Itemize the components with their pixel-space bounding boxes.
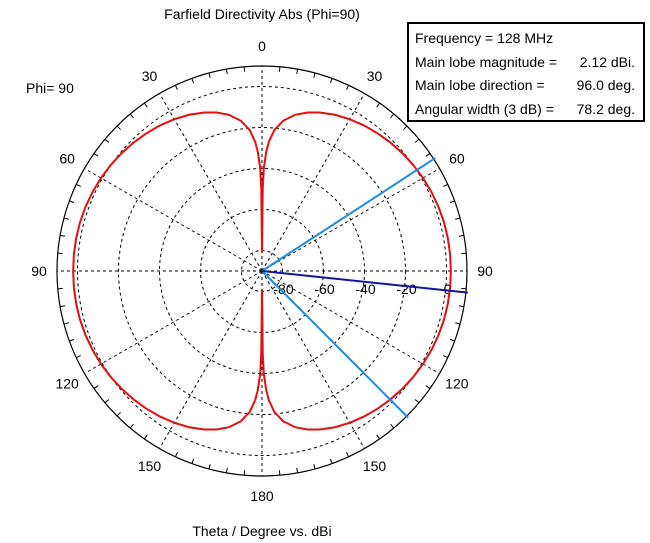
- outer-tick: [93, 385, 99, 389]
- outer-tick: [93, 153, 99, 157]
- grid-spoke: [261, 168, 440, 272]
- info-row: Angular width (3 dB) = 78.2 deg.: [415, 98, 637, 122]
- angle-tick-label: 120: [445, 376, 469, 392]
- outer-tick: [346, 452, 350, 458]
- outer-tick: [346, 84, 350, 90]
- outer-tick: [75, 183, 81, 187]
- outer-tick: [63, 217, 69, 220]
- chart-title: Farfield Directivity Abs (Phi=90): [164, 6, 360, 22]
- angle-tick-label: 150: [363, 458, 387, 474]
- outer-tick: [376, 102, 380, 108]
- angle-tick-label: 180: [250, 488, 274, 504]
- outer-tick: [455, 322, 461, 325]
- info-label: Main lobe direction =: [415, 77, 545, 93]
- outer-tick: [69, 200, 75, 204]
- outer-tick: [313, 72, 316, 78]
- main-lobe-line: [261, 270, 468, 294]
- outer-tick: [63, 322, 69, 325]
- outer-tick: [414, 138, 420, 143]
- info-row: Main lobe magnitude = 2.12 dBi.: [415, 51, 637, 75]
- outer-tick: [449, 338, 455, 342]
- info-value: 2.12 dBi.: [579, 53, 635, 70]
- outer-tick: [313, 464, 316, 470]
- outer-tick: [425, 385, 431, 389]
- radial-tick-label: 0: [444, 281, 452, 297]
- outer-tick: [225, 467, 228, 473]
- outer-tick: [116, 125, 121, 130]
- beamwidth-line: [261, 270, 409, 419]
- outer-tick: [449, 200, 455, 204]
- info-value: 96.0 deg.: [576, 77, 635, 93]
- info-row: Frequency = 128 MHz: [415, 27, 637, 51]
- radial-tick-label: -40: [355, 281, 375, 297]
- outer-tick: [116, 412, 121, 417]
- outer-tick: [60, 234, 66, 237]
- info-label: Angular width (3 dB) =: [415, 100, 554, 117]
- outer-tick: [208, 72, 211, 78]
- outer-tick: [174, 452, 178, 458]
- outer-tick: [60, 305, 66, 308]
- outer-tick: [191, 78, 195, 84]
- beamwidth-line: [261, 157, 436, 272]
- outer-tick: [174, 84, 178, 90]
- outer-tick: [144, 434, 148, 440]
- grid-spoke: [261, 93, 365, 272]
- radial-tick-label: -80: [273, 281, 293, 297]
- outer-tick: [376, 434, 380, 440]
- grid-spoke: [159, 270, 263, 449]
- grid-spoke: [84, 168, 263, 272]
- grid-spoke: [84, 270, 263, 374]
- angle-tick-label: 60: [59, 151, 75, 167]
- outer-tick: [129, 113, 134, 119]
- outer-tick: [296, 69, 299, 75]
- outer-tick: [296, 467, 299, 473]
- outer-tick: [104, 399, 110, 404]
- outer-tick: [443, 183, 449, 187]
- grid-circle: [118, 127, 406, 415]
- outer-tick: [329, 458, 333, 464]
- outer-tick: [129, 423, 134, 429]
- grid-spoke: [261, 270, 440, 374]
- info-box: Frequency = 128 MHz Main lobe magnitude …: [407, 22, 645, 122]
- grid-circle: [77, 86, 447, 456]
- outer-tick: [191, 458, 195, 464]
- grid-spoke: [261, 270, 365, 449]
- outer-tick: [390, 423, 395, 429]
- angle-tick-label: 30: [367, 68, 383, 84]
- outer-circle: [56, 65, 468, 477]
- angle-tick-label: 30: [142, 68, 158, 84]
- outer-tick: [458, 305, 464, 308]
- angle-tick-label: 150: [138, 458, 162, 474]
- angle-tick-label: 0: [258, 38, 266, 54]
- outer-tick: [414, 399, 420, 404]
- info-row: Main lobe direction = 96.0 deg.: [415, 74, 637, 98]
- angle-tick-label: 90: [31, 263, 47, 279]
- outer-tick: [390, 113, 395, 119]
- pattern-curve: [72, 111, 452, 431]
- outer-tick: [144, 102, 148, 108]
- info-label: Main lobe magnitude =: [415, 53, 558, 70]
- grid-spoke: [159, 93, 263, 272]
- info-label: Frequency = 128 MHz: [415, 30, 554, 46]
- outer-tick: [329, 78, 333, 84]
- angle-tick-label: 90: [477, 263, 493, 279]
- outer-tick: [69, 338, 75, 342]
- phi-label: Phi= 90: [26, 80, 74, 96]
- angle-tick-label: 120: [55, 376, 79, 392]
- angle-tick-label: 60: [449, 151, 465, 167]
- outer-tick: [75, 355, 81, 359]
- outer-tick: [455, 217, 461, 220]
- axis-caption: Theta / Degree vs. dBi: [192, 523, 332, 539]
- outer-tick: [458, 234, 464, 237]
- outer-tick: [225, 69, 228, 75]
- radial-tick-label: -60: [314, 281, 334, 297]
- info-value: 78.2 deg.: [576, 100, 635, 117]
- outer-tick: [403, 125, 408, 130]
- outer-tick: [425, 153, 431, 157]
- outer-tick: [208, 464, 211, 470]
- radial-tick-label: -20: [396, 281, 416, 297]
- outer-tick: [104, 138, 110, 143]
- outer-tick: [443, 355, 449, 359]
